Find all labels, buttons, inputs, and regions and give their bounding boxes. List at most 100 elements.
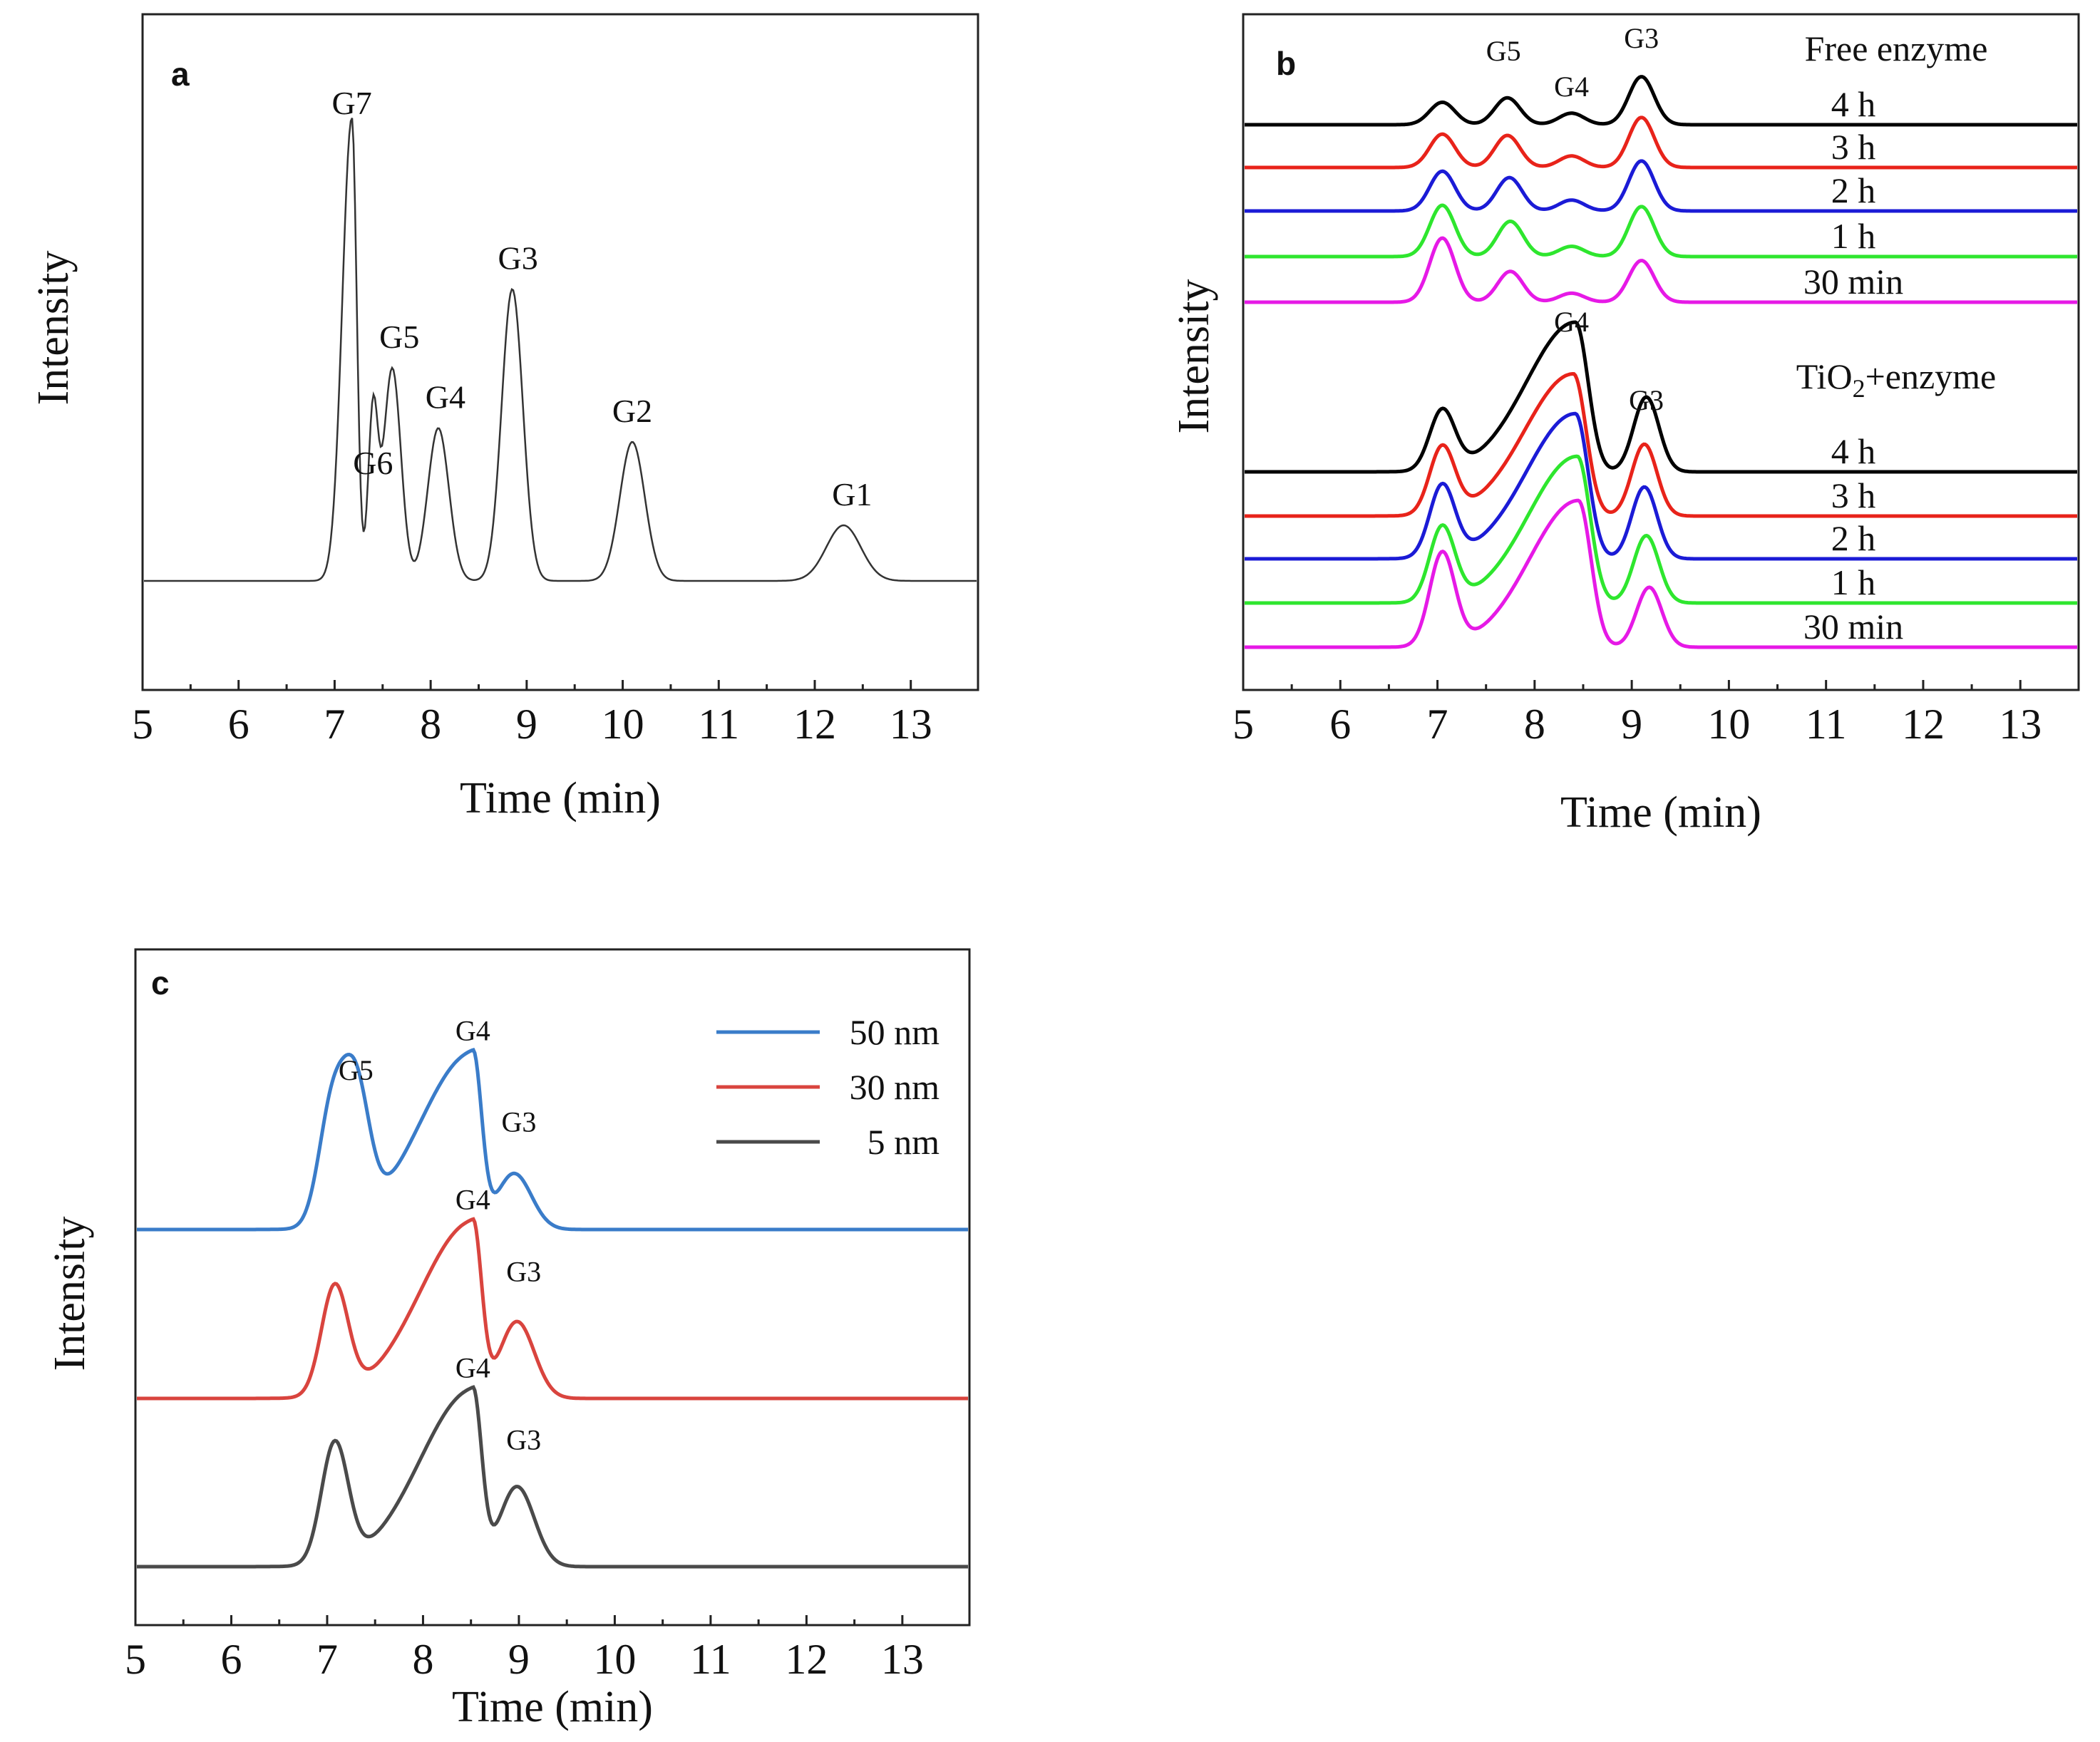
panel-b-peak-label: G5 — [1486, 35, 1521, 67]
panel-b-trace-label: 3 h — [1831, 475, 1876, 515]
panel-b-peak-label: G3 — [1624, 22, 1659, 54]
panel-a-peak-label: G7 — [332, 85, 372, 121]
panel-c-tick-label: 5 — [125, 1636, 146, 1683]
panel-b-trace-label: 2 h — [1831, 518, 1876, 558]
panel-c-ticks: 5 6 7 8 9 10 11 12 13 — [125, 1615, 924, 1683]
panel-c-traces — [137, 1047, 968, 1569]
panel-a-xlabel: Time (min) — [460, 774, 661, 823]
panel-c-tick-label: 6 — [220, 1636, 242, 1683]
panel-b-traces — [1245, 75, 2077, 649]
panel-c-trace — [137, 1217, 968, 1401]
panel-b-trace-label: 4 h — [1831, 431, 1876, 471]
panel-b-trace-free — [1245, 75, 2077, 127]
panel-a-tick-label: 10 — [602, 701, 644, 748]
panel-b-tick-label: 9 — [1621, 701, 1642, 748]
panel-c-peak-label: G4 — [455, 1184, 490, 1216]
panel-b-letter: b — [1276, 45, 1296, 82]
panel-c-tick-label: 13 — [881, 1636, 924, 1683]
panel-c-tick-label: 12 — [785, 1636, 828, 1683]
panel-b-ticks: 5 6 7 8 9 10 11 12 13 — [1232, 680, 2042, 748]
panel-b-tick-label: 11 — [1806, 701, 1847, 748]
panel-a-peak-label: G4 — [426, 379, 465, 416]
panel-a-tick-label: 11 — [698, 701, 739, 748]
panel-c-ylabel: Intensity — [46, 1217, 94, 1371]
panel-b-tick-label: 8 — [1524, 701, 1545, 748]
panel-a-frame — [141, 13, 979, 691]
panel-c-peak-label: G3 — [506, 1256, 541, 1288]
panel-b-trace-tio2 — [1245, 320, 2077, 474]
panel-c-xlabel: Time (min) — [452, 1683, 653, 1731]
panel-b-tick-label: 13 — [1999, 701, 2042, 748]
free-enzyme-title: Free enzyme — [1805, 29, 1988, 68]
panel-a-ylabel: Intensity — [29, 251, 78, 406]
panel-c-letter: c — [151, 964, 170, 1001]
panel-c-tick-label: 9 — [508, 1636, 530, 1683]
panel-a-tick-label: 7 — [324, 701, 345, 748]
panel-b-xlabel: Time (min) — [1560, 788, 1761, 837]
legend-label: 50 nm — [850, 1012, 940, 1052]
panel-a-tick-label: 5 — [132, 701, 153, 748]
panel-a-ticks: 5 6 7 8 9 10 11 12 13 — [132, 680, 932, 748]
panel-a-traces — [144, 118, 977, 582]
panel-a-peak-label: G1 — [832, 476, 872, 512]
panel-c-peak-label: G3 — [506, 1424, 541, 1456]
panel-b-trace-free — [1245, 159, 2077, 213]
panel-c-trace — [137, 1385, 968, 1569]
panel-b-trace-label: 1 h — [1831, 562, 1876, 602]
panel-b-trace-free — [1245, 203, 2077, 259]
legend-label: 30 nm — [850, 1067, 940, 1107]
panel-c-peak-label: G4 — [455, 1015, 490, 1047]
panel-b-trace-label: 30 min — [1803, 262, 1903, 302]
panel-a-peak-label: G6 — [353, 445, 393, 481]
panel-c-trace — [137, 1047, 968, 1232]
panel-b-trace-tio2 — [1245, 498, 2077, 649]
panel-b-trace-label: 1 h — [1831, 216, 1876, 256]
panel-a-tick-label: 9 — [516, 701, 537, 748]
panel-c-legend: 50 nm 30 nm 5 nm — [716, 1012, 940, 1162]
legend-label: 5 nm — [868, 1122, 940, 1162]
panel-b: 5 6 7 8 9 10 11 12 13 4 h3 h2 h1 h30 minG5G4G34 … — [1170, 13, 2080, 837]
panel-a-letter: a — [171, 56, 190, 93]
panel-a-tick-label: 12 — [793, 701, 836, 748]
panel-b-tick-label: 7 — [1427, 701, 1448, 748]
panel-b-trace-label: 4 h — [1831, 84, 1876, 124]
panel-b-tick-label: 6 — [1329, 701, 1351, 748]
panel-a-peak-label: G5 — [379, 319, 419, 355]
panel-c-tick-label: 7 — [316, 1636, 338, 1683]
panel-a-peak-label: G2 — [612, 393, 652, 429]
panel-b-tick-label: 12 — [1902, 701, 1945, 748]
panel-b-trace-free — [1245, 236, 2077, 304]
panel-c-frame — [134, 948, 971, 1627]
panel-c-tick-label: 8 — [412, 1636, 433, 1683]
panel-c-tick-label: 10 — [593, 1636, 636, 1683]
panel-b-trace-free — [1245, 115, 2077, 170]
panel-b-trace-tio2 — [1245, 411, 2077, 561]
panel-b-trace-tio2 — [1245, 371, 2077, 518]
panel-b-peak-label: G4 — [1554, 306, 1589, 338]
panel-c-peak-label: G5 — [339, 1054, 374, 1086]
panel-b-tick-label: 5 — [1232, 701, 1254, 748]
panel-a-tick-label: 6 — [228, 701, 249, 748]
panel-c-peak-label: G4 — [455, 1352, 490, 1384]
panel-a-trace — [144, 118, 977, 582]
tio2-enzyme-title: TiO2+enzyme — [1796, 356, 1996, 403]
panel-b-tick-label: 10 — [1707, 701, 1750, 748]
panel-a-tick-label: 13 — [890, 701, 932, 748]
panel-b-trace-label: 2 h — [1831, 170, 1876, 210]
panel-c-peak-labels: G5 G4 G3 G4 G3 G4 G3 — [339, 1015, 541, 1456]
panel-c-tick-label: 11 — [690, 1636, 731, 1683]
panel-b-frame — [1242, 13, 2080, 691]
panel-b-ylabel: Intensity — [1170, 279, 1218, 434]
panel-b-trace-tio2 — [1245, 454, 2077, 605]
panel-a-peak-label: G3 — [498, 240, 538, 277]
panel-b-trace-label: 3 h — [1831, 127, 1876, 167]
panel-a-tick-label: 8 — [420, 701, 441, 748]
panel-b-trace-label: 30 min — [1803, 607, 1903, 646]
panel-b-peak-label: G4 — [1554, 71, 1589, 103]
panel-c-peak-label: G3 — [501, 1106, 536, 1138]
